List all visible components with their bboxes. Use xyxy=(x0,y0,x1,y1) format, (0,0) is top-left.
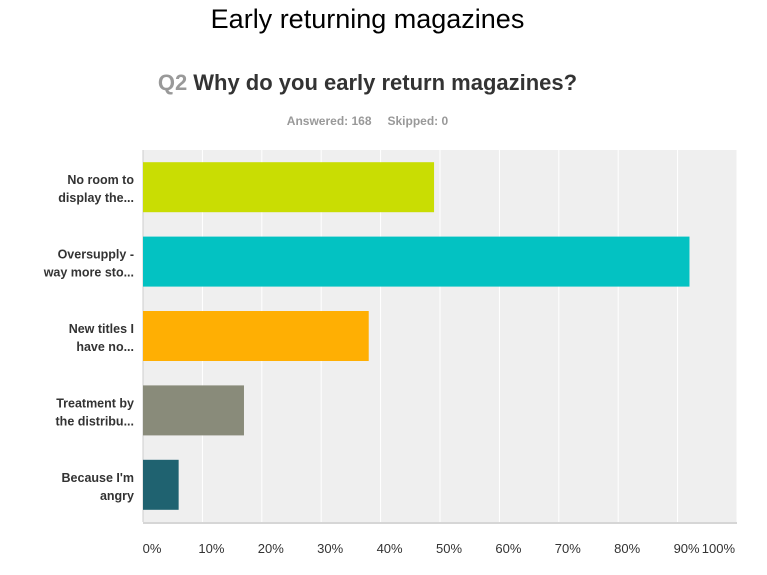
x-tick-label: 80% xyxy=(614,541,640,556)
category-label: Because I'm xyxy=(62,471,134,485)
answered-count: Answered: 168 xyxy=(286,114,372,128)
x-tick-label: 70% xyxy=(555,541,581,556)
category-label: display the... xyxy=(58,191,134,205)
x-tick-label: 40% xyxy=(377,541,403,556)
category-label: New titles I xyxy=(69,322,134,336)
bar-4 xyxy=(143,385,244,436)
x-tick-label: 20% xyxy=(258,541,284,556)
category-label: the distribu... xyxy=(56,414,134,428)
category-label: Oversupply - xyxy=(58,248,134,262)
question-title: Q2 Why do you early return magazines? xyxy=(0,70,735,96)
question-number: Q2 xyxy=(157,70,188,95)
category-label: have no... xyxy=(76,340,134,354)
page-title: Early returning magazines xyxy=(210,4,525,34)
skipped-count: Skipped: 0 xyxy=(387,114,449,128)
x-tick-label: 0% xyxy=(143,541,162,556)
question-text: Why do you early return magazines? xyxy=(193,70,578,95)
category-label: Treatment by xyxy=(56,396,134,410)
category-label: way more sto... xyxy=(43,266,134,280)
response-stats: Answered: 168 Skipped: 0 xyxy=(0,114,735,128)
x-tick-label: 60% xyxy=(495,541,521,556)
category-label: No room to xyxy=(67,173,134,187)
x-tick-label: 50% xyxy=(436,541,462,556)
bar-2 xyxy=(143,236,690,287)
bar-1 xyxy=(143,162,435,213)
category-label: angry xyxy=(100,489,134,503)
x-tick-label: 10% xyxy=(198,541,224,556)
bar-3 xyxy=(143,311,369,361)
bar-5 xyxy=(143,459,179,510)
x-tick-label: 90% xyxy=(674,541,700,556)
x-tick-label: 30% xyxy=(317,541,343,556)
x-tick-label: 100% xyxy=(702,541,736,556)
